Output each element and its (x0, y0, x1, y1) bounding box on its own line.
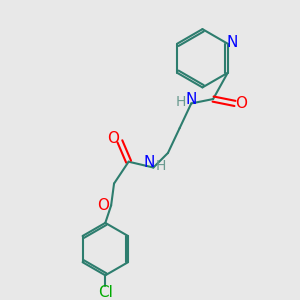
Text: N: N (186, 92, 197, 107)
Text: N: N (143, 155, 155, 170)
Text: N: N (226, 35, 238, 50)
Text: Cl: Cl (98, 285, 113, 300)
Text: H: H (176, 95, 186, 109)
Text: O: O (97, 199, 109, 214)
Text: O: O (107, 131, 119, 146)
Text: H: H (155, 159, 166, 173)
Text: O: O (236, 96, 247, 111)
